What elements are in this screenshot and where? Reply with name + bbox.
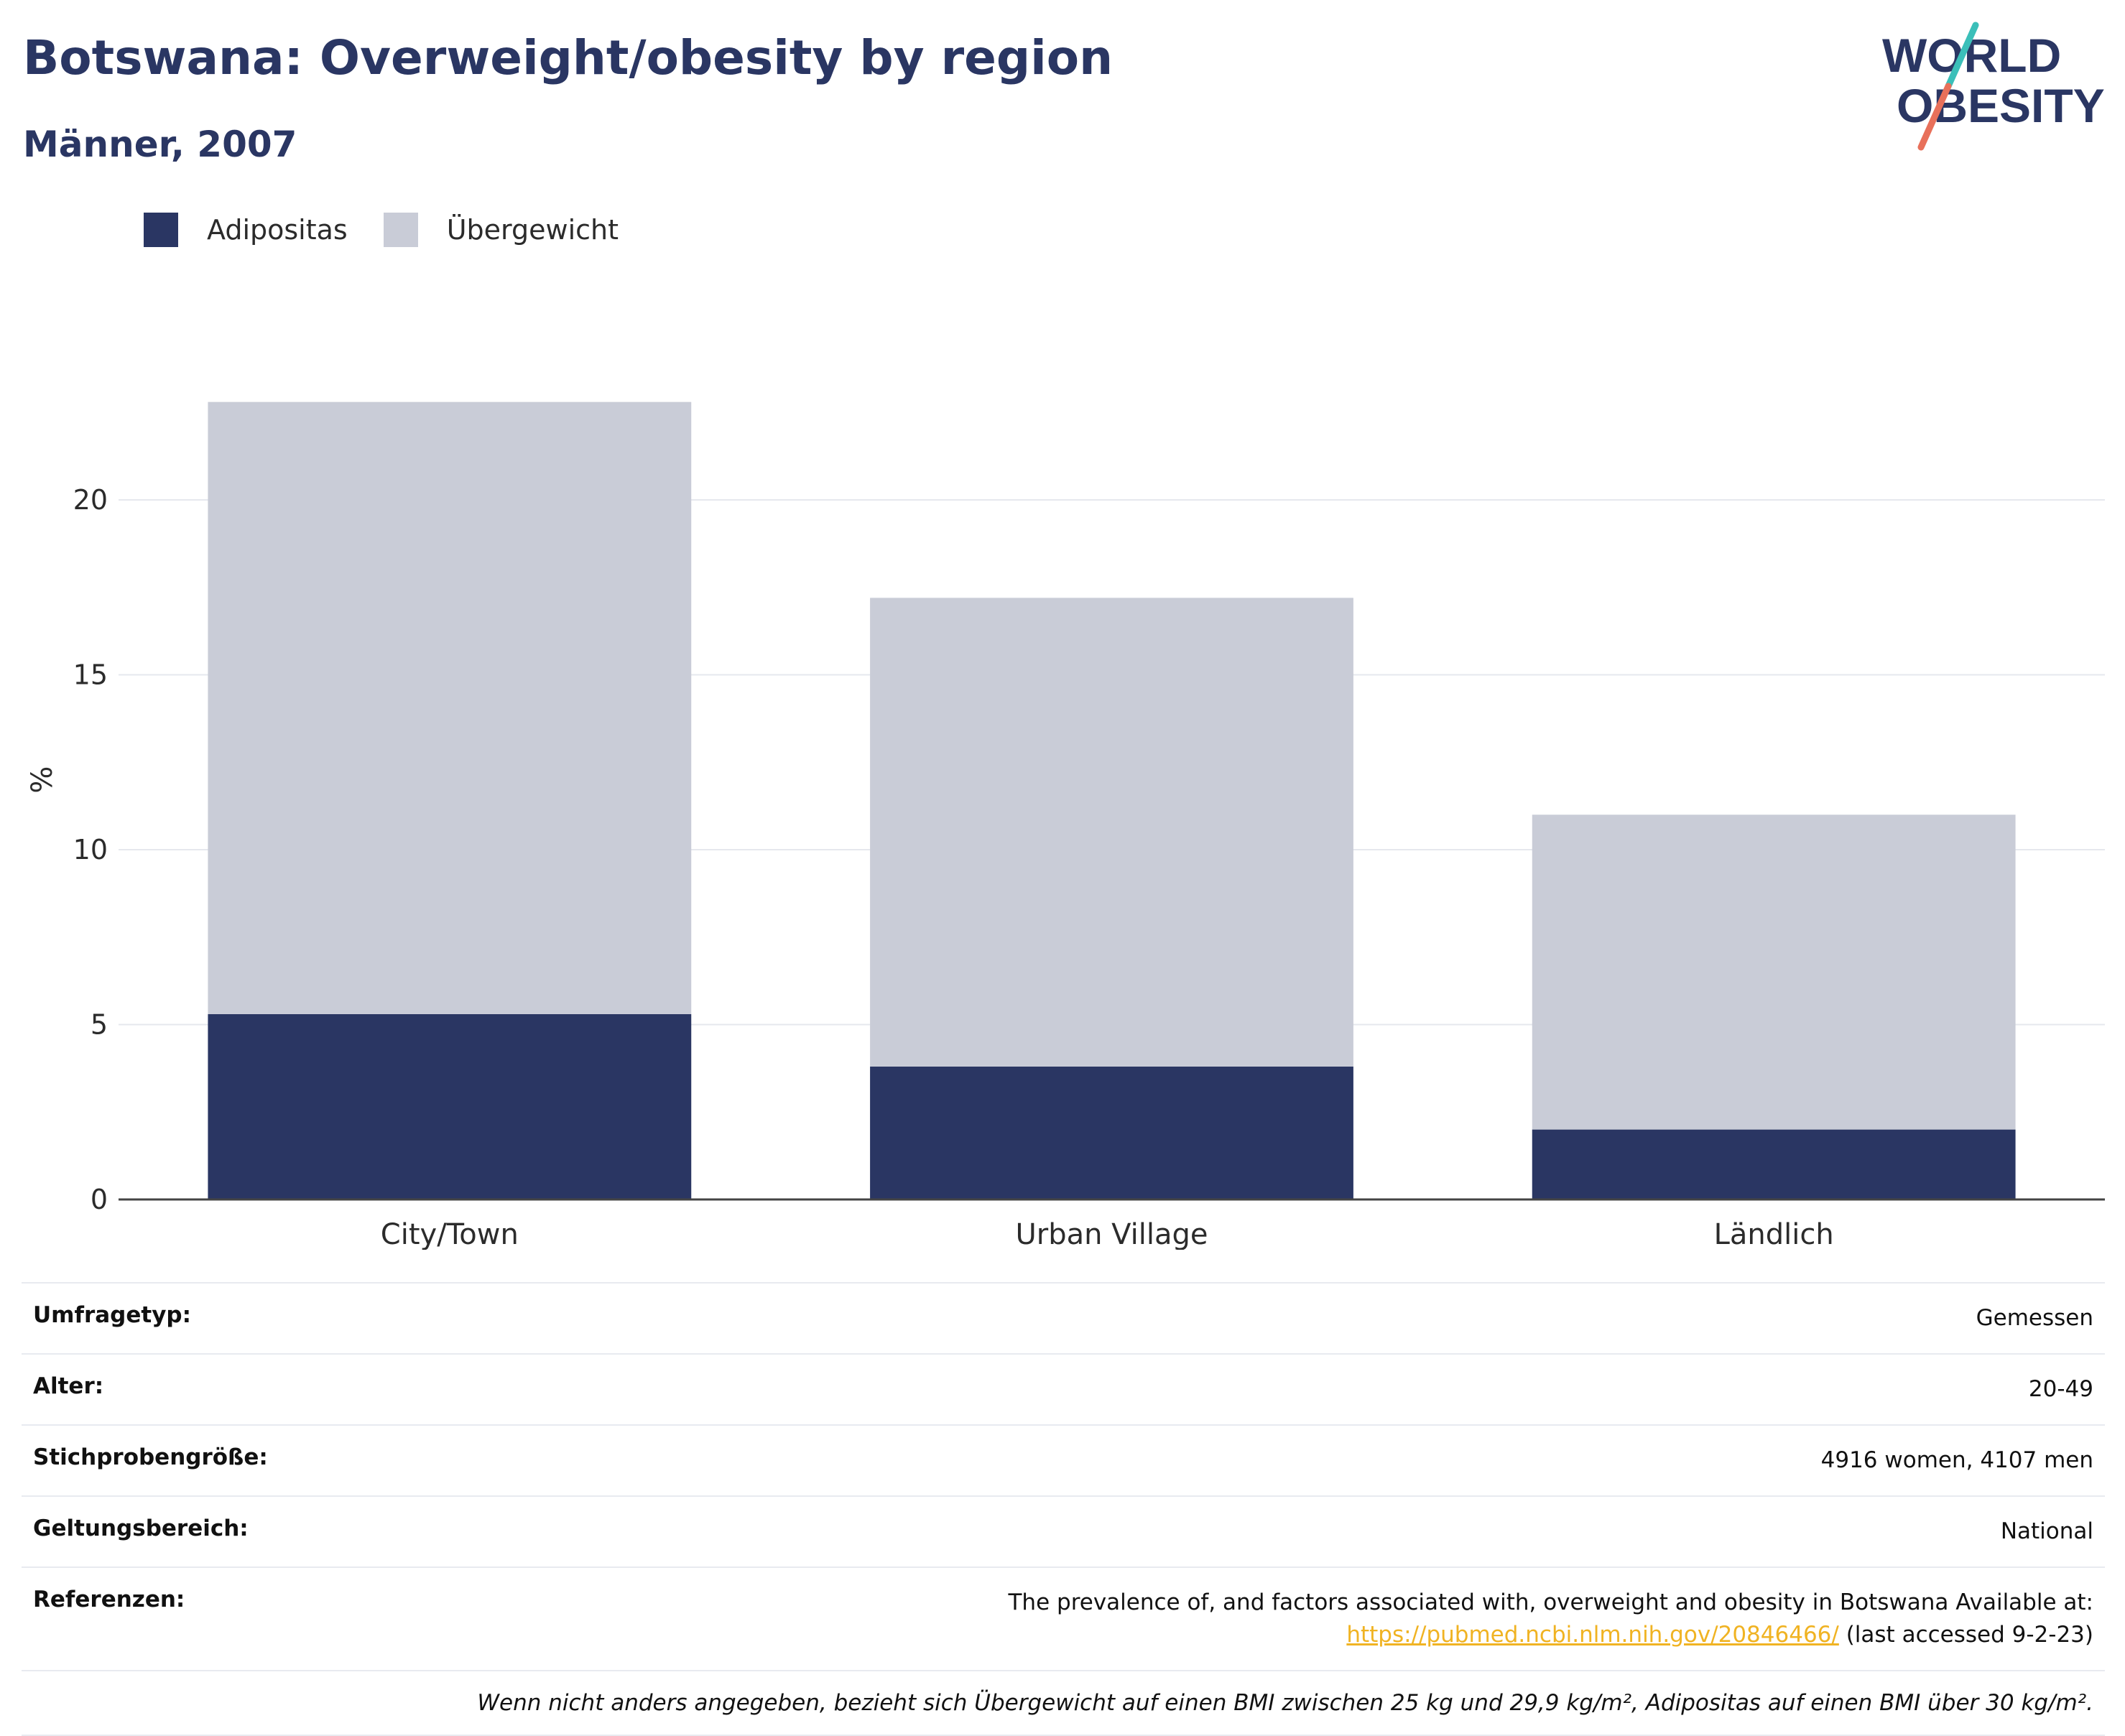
meta-row-sample-size: Stichprobengröße: 4916 women, 4107 men [22,1424,2105,1495]
legend-item-overweight[interactable]: Übergewicht [383,213,619,247]
bar-obesity [870,1066,1353,1199]
reference-accessed: (last accessed 9-2-23) [1846,1621,2093,1648]
legend-item-obesity[interactable]: Adipositas [144,213,348,247]
meta-row-age: Alter: 20-49 [22,1352,2105,1424]
meta-key: Geltungsbereich: [33,1515,249,1541]
x-category-label: City/Town [381,1218,519,1250]
world-obesity-logo: WORLD OBESITY [1882,22,2105,151]
y-tick-label: 20 [73,484,108,516]
chart-title: Botswana: Overweight/obesity by region [23,30,1114,85]
reference-link[interactable]: https://pubmed.ncbi.nlm.nih.gov/20846466… [1346,1621,1839,1648]
y-tick-label: 15 [73,659,108,691]
meta-value: 20-49 [2028,1375,2093,1402]
bar-overweight [208,401,692,1014]
legend-swatch-overweight [383,213,418,247]
bar-overweight [1532,814,2016,1130]
chart-subtitle: Männer, 2007 [23,124,297,165]
meta-value: Gemessen [1976,1305,2093,1331]
reference-text: The prevalence of, and factors associate… [1008,1589,2094,1615]
y-tick-label: 0 [91,1184,108,1215]
meta-value: 4916 women, 4107 men [1820,1447,2093,1473]
legend-swatch-obesity [144,213,178,247]
meta-row-coverage: Geltungsbereich: National [22,1495,2105,1566]
meta-row-references: Referenzen: The prevalence of, and facto… [22,1566,2105,1670]
y-tick-label: 5 [91,1009,108,1041]
y-axis-title: % [26,766,59,794]
chart-legend: Adipositas Übergewicht [144,213,654,247]
meta-key: Stichprobengröße: [33,1444,268,1470]
bar-obesity [1532,1129,2016,1199]
x-category-label: Urban Village [1015,1218,1208,1250]
metadata-table: Umfragetyp: Gemessen Alter: 20-49 Stichp… [22,1282,2105,1736]
bmi-footnote: Wenn nicht anders angegeben, bezieht sic… [22,1669,2105,1736]
legend-label-overweight: Übergewicht [446,214,619,246]
bar-chart: 0 5 10 15 20% City/Town Urban Village Ländlich [26,401,2105,1250]
logo-slash-coral [1917,83,1952,151]
meta-key: Referenzen: [33,1586,185,1612]
y-tick-label: 10 [73,834,108,865]
meta-value: National [2000,1518,2093,1544]
x-category-label: Ländlich [1714,1218,1834,1250]
bar-overweight [870,598,1353,1067]
legend-label-obesity: Adipositas [207,214,348,246]
meta-key: Alter: [33,1373,104,1399]
logo-slash-teal [1945,22,1979,90]
meta-key: Umfragetyp: [33,1302,191,1328]
meta-row-survey-type: Umfragetyp: Gemessen [22,1282,2105,1353]
meta-value: The prevalence of, and factors associate… [1009,1587,2094,1651]
bar-obesity [208,1013,692,1199]
